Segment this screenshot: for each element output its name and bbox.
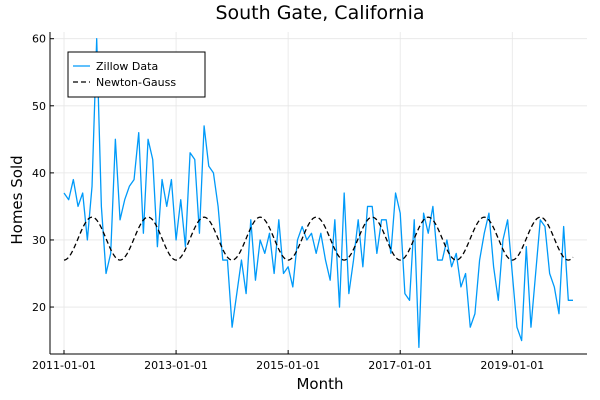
- legend-label-newton-gauss: Newton-Gauss: [96, 76, 176, 89]
- x-tick-label: 2019-01-01: [480, 359, 544, 372]
- legend-label-zillow: Zillow Data: [96, 60, 158, 73]
- y-tick-label: 50: [32, 100, 46, 113]
- x-tick-label: 2013-01-01: [144, 359, 208, 372]
- y-tick-label: 20: [32, 301, 46, 314]
- x-tick-label: 2015-01-01: [256, 359, 320, 372]
- series-layer: [63, 38, 574, 348]
- chart-title: South Gate, California: [215, 2, 424, 24]
- y-tick-label: 40: [32, 167, 46, 180]
- y-tick-label: 60: [32, 33, 46, 46]
- grid: [50, 32, 587, 354]
- x-axis-label: Month: [296, 375, 343, 393]
- series-line-newton-gauss: [63, 216, 574, 261]
- legend: Zillow Data Newton-Gauss: [67, 51, 206, 98]
- series-line-zillow-data: [63, 38, 573, 348]
- x-axis-ticks: 2011-01-01 2013-01-01 2015-01-01 2017-01-01…: [32, 350, 544, 372]
- plot-frame: [49, 32, 587, 355]
- legend-box: [67, 51, 206, 98]
- x-tick-label: 2011-01-01: [32, 359, 96, 372]
- y-tick-label: 30: [32, 234, 46, 247]
- x-tick-label: 2017-01-01: [368, 359, 432, 372]
- y-axis-label: Homes Sold: [8, 155, 26, 244]
- y-axis-ticks: 20 30 40 50 60: [32, 33, 54, 314]
